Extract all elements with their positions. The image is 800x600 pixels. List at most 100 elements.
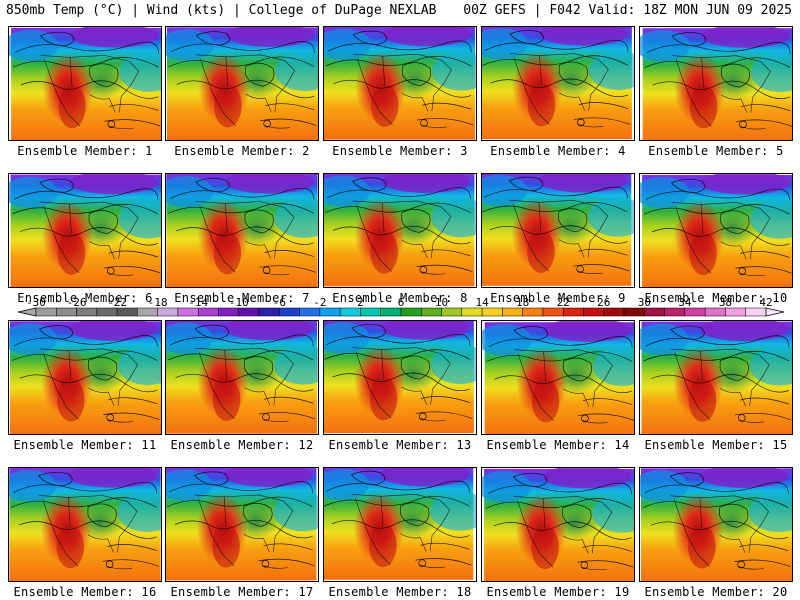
ensemble-map-panel <box>481 320 635 435</box>
ensemble-member-17: Ensemble Member: 17 <box>165 467 319 599</box>
colorbar-swatch <box>725 307 746 317</box>
ensemble-map-panel <box>481 26 635 141</box>
colorbar-swatch <box>542 307 564 317</box>
colorbar-tick-label: -10 <box>229 296 249 309</box>
colorbar-swatch <box>76 307 98 317</box>
ensemble-member-caption: Ensemble Member: 19 <box>486 585 630 599</box>
colorbar-tick-label: 38 <box>719 296 732 309</box>
colorbar-swatch <box>218 307 240 317</box>
colorbar-tick-label: 26 <box>597 296 610 309</box>
ensemble-member-caption: Ensemble Member: 4 <box>490 144 626 158</box>
ensemble-map-panel <box>639 26 793 141</box>
ensemble-map-panel <box>481 467 635 582</box>
ensemble-map-panel <box>323 320 477 435</box>
colorbar-tick-label: 18 <box>516 296 529 309</box>
temperature-colorbar: -30 -26 -22 -18 -14 -10 -6 -2 2 6 10 14 18 22 26 30 34 38… <box>17 296 785 317</box>
ensemble-member-caption: Ensemble Member: 20 <box>644 585 788 599</box>
ensemble-member-caption: Ensemble Member: 11 <box>13 438 157 452</box>
colorbar-swatch <box>157 307 179 317</box>
colorbar-swatch <box>96 307 118 317</box>
colorbar-swatch <box>603 307 625 317</box>
ensemble-member-caption: Ensemble Member: 6 <box>17 291 153 305</box>
ensemble-member-caption: Ensemble Member: 5 <box>648 144 784 158</box>
colorbar-swatch <box>522 307 544 317</box>
ensemble-map-panel <box>8 173 162 288</box>
colorbar-swatch <box>319 307 341 317</box>
colorbar-swatch <box>35 307 57 317</box>
colorbar-swatch <box>441 307 463 317</box>
colorbar-tick-label: 2 <box>357 296 364 309</box>
colorbar-tick-label: -2 <box>313 296 326 309</box>
colorbar-tick-label: -14 <box>188 296 208 309</box>
ensemble-map-panel <box>8 467 162 582</box>
ensemble-member-13: Ensemble Member: 13 <box>323 320 477 452</box>
ensemble-member-16: Ensemble Member: 16 <box>8 467 162 599</box>
ensemble-member-19: Ensemble Member: 19 <box>481 467 635 599</box>
colorbar-tick-label: -30 <box>26 296 46 309</box>
ensemble-member-6: Ensemble Member: 6 <box>8 173 162 305</box>
colorbar-swatch <box>684 307 706 317</box>
ensemble-map-panel <box>323 173 477 288</box>
ensemble-member-caption: Ensemble Member: 9 <box>490 291 626 305</box>
ensemble-member-caption: Ensemble Member: 2 <box>174 144 310 158</box>
title-right: 00Z GEFS | F042 Valid: 18Z MON JUN 09 20… <box>463 3 792 18</box>
ensemble-member-7: Ensemble Member: 7 <box>165 173 319 305</box>
colorbar-tick-label: -26 <box>67 296 87 309</box>
ensemble-map-panel <box>165 26 319 141</box>
colorbar-swatch <box>664 307 686 317</box>
colorbar-tick-label: 30 <box>638 296 651 309</box>
colorbar-swatch <box>421 307 442 317</box>
ensemble-member-caption: Ensemble Member: 3 <box>332 144 468 158</box>
title-left: 850mb Temp (°C) | Wind (kts) | College o… <box>6 3 437 18</box>
ensemble-member-14: Ensemble Member: 14 <box>481 320 635 452</box>
ensemble-member-caption: Ensemble Member: 10 <box>644 291 788 305</box>
colorbar-tick-label: 14 <box>475 296 489 309</box>
ensemble-member-8: Ensemble Member: 8 <box>323 173 477 305</box>
ensemble-member-caption: Ensemble Member: 8 <box>332 291 468 305</box>
ensemble-member-caption: Ensemble Member: 12 <box>170 438 314 452</box>
ensemble-map-panel <box>639 173 793 288</box>
ensemble-member-2: Ensemble Member: 2 <box>165 26 319 158</box>
ensemble-member-20: Ensemble Member: 20 <box>639 467 793 599</box>
ensemble-member-4: Ensemble Member: 4 <box>481 26 635 158</box>
ensemble-member-caption: Ensemble Member: 7 <box>174 291 310 305</box>
ensemble-member-caption: Ensemble Member: 18 <box>328 585 472 599</box>
ensemble-map-panel <box>323 26 477 141</box>
colorbar-swatch <box>461 307 483 317</box>
ensemble-map-panel <box>165 173 319 288</box>
colorbar-tick-label: -22 <box>107 296 127 309</box>
colorbar-swatch <box>502 307 523 317</box>
colorbar-swatch <box>238 307 260 317</box>
ensemble-member-caption: Ensemble Member: 13 <box>328 438 472 452</box>
colorbar-swatch <box>583 307 605 317</box>
ensemble-member-12: Ensemble Member: 12 <box>165 320 319 452</box>
ensemble-member-11: Ensemble Member: 11 <box>8 320 162 452</box>
colorbar-swatch <box>258 307 280 317</box>
ensemble-map-panel <box>165 467 319 582</box>
colorbar-swatch <box>339 307 361 317</box>
colorbar-swatch <box>562 307 584 317</box>
colorbar-swatch <box>137 307 158 317</box>
ensemble-map-panel <box>639 467 793 582</box>
ensemble-map-panel <box>8 320 162 435</box>
colorbar-tick-label: 10 <box>435 296 448 309</box>
colorbar-swatch <box>400 307 422 317</box>
colorbar-swatch <box>360 307 381 317</box>
ensemble-member-15: Ensemble Member: 15 <box>639 320 793 452</box>
colorbar-swatch <box>481 307 503 317</box>
colorbar-tick-label: 42 <box>759 296 772 309</box>
colorbar-swatch <box>197 307 219 317</box>
ensemble-map-panel <box>323 467 477 582</box>
colorbar-swatch <box>116 307 138 317</box>
ensemble-map-panel <box>481 173 635 288</box>
colorbar-swatch <box>380 307 402 317</box>
ensemble-member-3: Ensemble Member: 3 <box>323 26 477 158</box>
colorbar-high-arrow <box>765 307 785 317</box>
colorbar-tick-label: -18 <box>148 296 168 309</box>
ensemble-member-9: Ensemble Member: 9 <box>481 173 635 305</box>
colorbar-swatch <box>56 307 77 317</box>
colorbar-swatch <box>745 307 767 317</box>
ensemble-member-caption: Ensemble Member: 14 <box>486 438 630 452</box>
colorbar-swatch <box>623 307 645 317</box>
ensemble-member-caption: Ensemble Member: 15 <box>644 438 788 452</box>
